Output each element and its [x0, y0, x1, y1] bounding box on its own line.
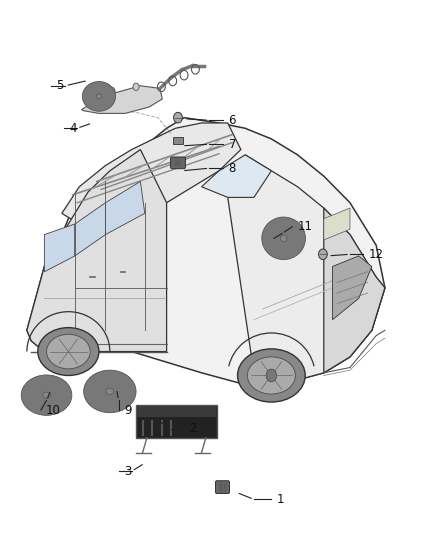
Polygon shape	[201, 155, 272, 197]
Text: 12: 12	[368, 248, 383, 261]
Ellipse shape	[28, 380, 66, 410]
FancyBboxPatch shape	[138, 406, 215, 417]
Polygon shape	[75, 203, 106, 256]
Ellipse shape	[97, 381, 123, 402]
Ellipse shape	[91, 89, 107, 104]
Text: 4: 4	[69, 122, 77, 135]
Ellipse shape	[273, 228, 294, 249]
Polygon shape	[44, 224, 75, 272]
Ellipse shape	[21, 375, 72, 415]
Ellipse shape	[43, 392, 50, 398]
Text: 9: 9	[124, 403, 131, 416]
Ellipse shape	[278, 233, 289, 244]
Text: 8: 8	[229, 161, 236, 175]
FancyBboxPatch shape	[170, 157, 185, 168]
Ellipse shape	[247, 357, 295, 394]
Text: 1: 1	[277, 493, 284, 506]
Circle shape	[109, 87, 115, 95]
FancyBboxPatch shape	[215, 481, 230, 494]
Text: 6: 6	[229, 114, 236, 127]
FancyBboxPatch shape	[173, 137, 183, 144]
Ellipse shape	[86, 85, 111, 108]
Circle shape	[173, 112, 182, 123]
Text: 3: 3	[124, 465, 131, 478]
Text: 7: 7	[229, 138, 236, 151]
Polygon shape	[81, 86, 162, 114]
Ellipse shape	[82, 82, 116, 111]
Ellipse shape	[90, 375, 130, 407]
Circle shape	[266, 369, 277, 382]
Ellipse shape	[103, 386, 117, 397]
Ellipse shape	[95, 93, 103, 100]
Circle shape	[133, 83, 139, 91]
Ellipse shape	[262, 217, 305, 260]
Polygon shape	[106, 181, 145, 235]
Polygon shape	[27, 150, 166, 352]
Ellipse shape	[38, 328, 99, 375]
Ellipse shape	[237, 349, 305, 402]
Ellipse shape	[267, 222, 300, 254]
Ellipse shape	[46, 334, 90, 369]
Text: 10: 10	[46, 403, 61, 416]
Polygon shape	[62, 123, 241, 229]
Ellipse shape	[96, 94, 102, 99]
Ellipse shape	[34, 385, 59, 405]
Ellipse shape	[40, 390, 53, 400]
Ellipse shape	[84, 370, 136, 413]
Polygon shape	[332, 256, 372, 320]
Polygon shape	[324, 208, 385, 373]
Polygon shape	[228, 155, 385, 383]
FancyBboxPatch shape	[136, 405, 217, 438]
Polygon shape	[27, 118, 385, 383]
Circle shape	[318, 249, 327, 260]
Ellipse shape	[280, 235, 287, 241]
Text: 5: 5	[56, 79, 64, 92]
Text: 2: 2	[189, 422, 197, 435]
Text: 11: 11	[297, 220, 313, 233]
Ellipse shape	[106, 388, 114, 394]
Polygon shape	[324, 208, 350, 240]
